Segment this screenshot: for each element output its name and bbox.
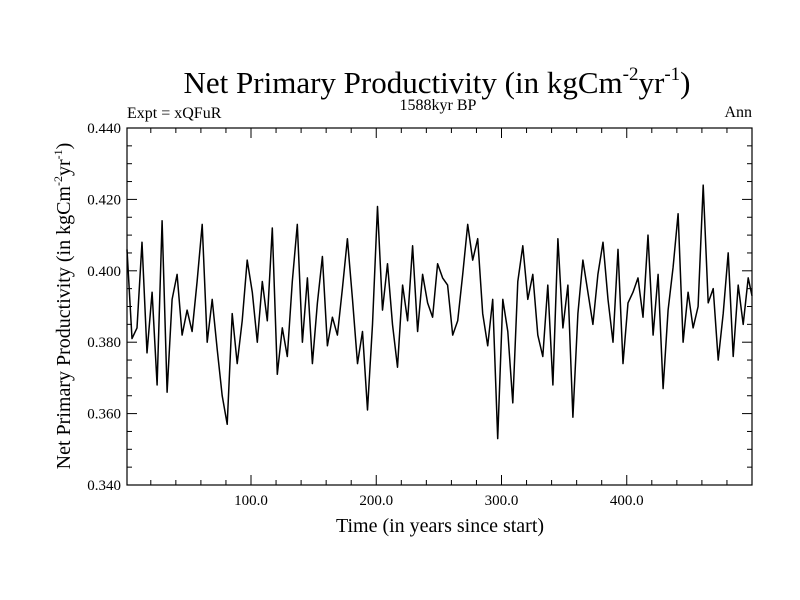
plot-frame: [126, 127, 753, 486]
y-tick-label: 0.420: [87, 192, 121, 208]
y-tick-label: 0.440: [87, 121, 121, 137]
y-tick-label: 0.340: [87, 478, 121, 494]
chart-title: Net Primary Productivity (in kgCm-2yr-1): [184, 64, 691, 100]
y-axis-label: Net Primary Productivity (in kgCm-2yr-1): [51, 143, 75, 470]
x-tick-label: 200.0: [359, 493, 393, 509]
y-tick-label: 0.400: [87, 264, 121, 280]
x-tick-label: 400.0: [610, 493, 644, 509]
y-tick-label: 0.360: [87, 407, 121, 423]
x-tick-label: 300.0: [485, 493, 519, 509]
chart-subtitle-center: 1588kyr BP: [400, 97, 477, 114]
y-tick-labels: 0.340 0.360 0.380 0.400 0.420 0.440: [87, 121, 121, 494]
chart-subtitle-left: Expt = xQFuR: [127, 105, 222, 122]
x-tick-labels: 100.0 200.0 300.0 400.0: [234, 493, 644, 509]
series-line-ann: [126, 184, 753, 440]
chart-subtitle-right: Ann: [724, 104, 752, 121]
x-tick-label: 100.0: [234, 493, 268, 509]
x-axis-label: Time (in years since start): [336, 515, 544, 537]
y-tick-label: 0.380: [87, 335, 121, 351]
axis-ticks: [127, 127, 752, 486]
